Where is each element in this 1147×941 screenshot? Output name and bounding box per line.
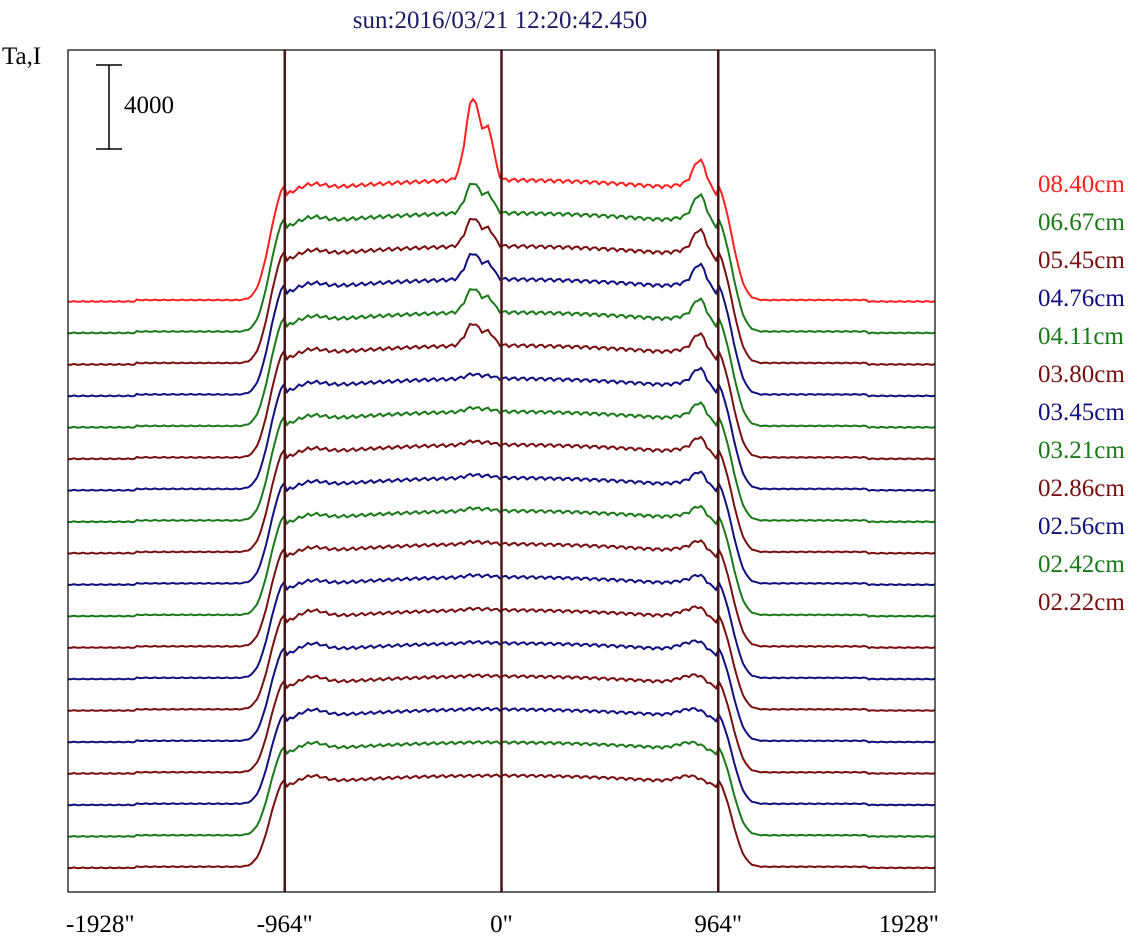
legend-entry-10: 02.42cm	[1038, 551, 1125, 578]
legend-entry-8: 02.86cm	[1038, 475, 1125, 502]
legend-entry-11: 02.22cm	[1038, 589, 1125, 616]
x-tick-label-2: 0"	[490, 911, 513, 938]
legend-entry-3: 04.76cm	[1038, 285, 1125, 312]
chart-title: sun:2016/03/21 12:20:42.450	[353, 7, 647, 34]
legend-entry-4: 04.11cm	[1038, 323, 1124, 350]
legend-entry-5: 03.80cm	[1038, 361, 1125, 388]
x-axis-ticks: -1928" -964" 0" 964" 1928"	[66, 911, 939, 938]
scale-bar-label: 4000	[124, 92, 174, 119]
legend-entry-1: 06.67cm	[1038, 209, 1125, 236]
plot-frame	[67, 49, 936, 893]
legend-entry-2: 05.45cm	[1038, 247, 1125, 274]
legend-entry-6: 03.45cm	[1038, 399, 1125, 426]
legend-entry-0: 08.40cm	[1038, 171, 1125, 198]
legend-entry-9: 02.56cm	[1038, 513, 1125, 540]
solar-limb-markers	[283, 50, 720, 892]
x-tick-label-0: -1928"	[66, 911, 135, 938]
legend-entry-7: 03.21cm	[1038, 437, 1125, 464]
scale-bar: 4000	[96, 64, 174, 150]
y-axis-label: Ta,I	[2, 43, 41, 70]
x-tick-label-3: 964"	[694, 911, 742, 938]
x-tick-label-1: -964"	[257, 911, 313, 938]
legend: 08.40cm 06.67cm 05.45cm 04.76cm 04.11cm 03.80…	[1038, 171, 1125, 616]
x-tick-label-4: 1928"	[879, 911, 939, 938]
